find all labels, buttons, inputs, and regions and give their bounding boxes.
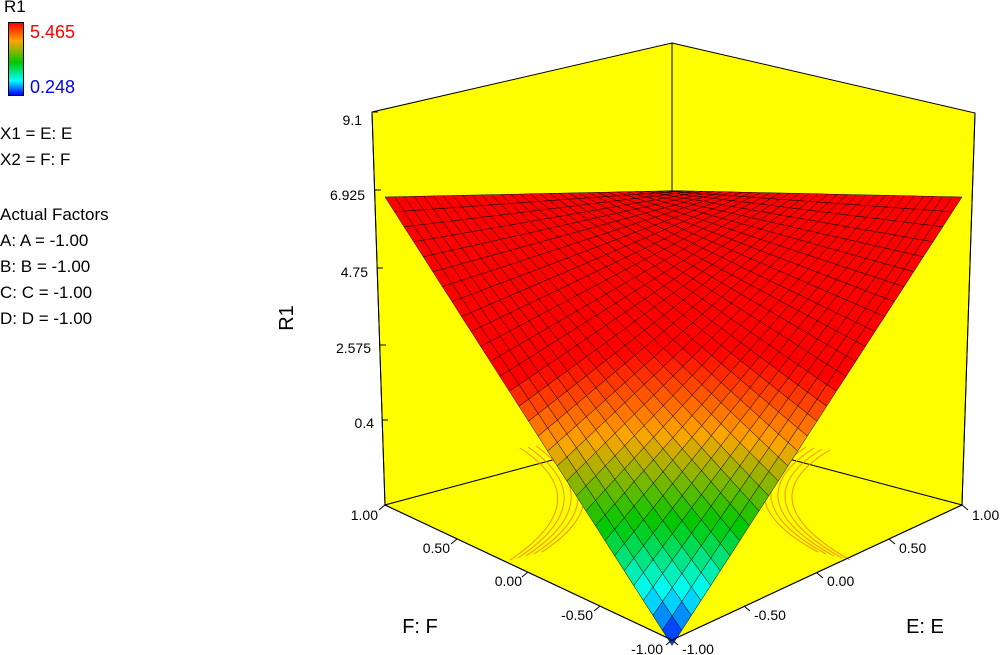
z-axis-ticks (372, 111, 388, 421)
factor-c: C: C = -1.00 (0, 283, 93, 302)
colorbar-min-label: 0.248 (30, 77, 76, 97)
surface-cell (662, 615, 682, 646)
e-tick-label: 0.50 (899, 540, 926, 556)
x1-assignment: X1 = E: E (0, 124, 73, 143)
f-tick-label: -1.00 (631, 641, 663, 655)
f-axis-line (384, 504, 673, 641)
f-tick-label: 0.00 (495, 573, 522, 589)
colorbar-max-label: 5.465 (30, 22, 76, 42)
f-tick-label: 0.50 (423, 540, 450, 556)
f-axis-ticks (378, 504, 673, 646)
e-tick-label: 1.00 (972, 507, 999, 523)
z-axis-label: R1 (276, 305, 298, 331)
z-tick-label: 0.4 (355, 415, 375, 431)
f-tick-label: -0.50 (561, 607, 593, 623)
z-axis-line (371, 111, 386, 506)
e-axis-line (671, 504, 963, 641)
colorbar (8, 22, 24, 96)
x2-assignment: X2 = F: F (0, 150, 71, 169)
factor-b: B: B = -1.00 (0, 257, 91, 276)
response-surface (384, 190, 963, 646)
f-axis-label: F: F (402, 616, 438, 638)
e-axis-label: E: E (906, 616, 944, 638)
e-tick-label: -0.50 (754, 607, 786, 623)
factor-a: A: A = -1.00 (0, 231, 89, 250)
actual-factors-title: Actual Factors (0, 205, 109, 224)
legend-title: R1 (4, 0, 26, 16)
z-tick-label: 2.575 (336, 340, 371, 356)
f-tick-label: 1.00 (351, 507, 378, 523)
z-tick-label: 6.925 (330, 187, 365, 203)
factor-d: D: D = -1.00 (0, 309, 93, 328)
e-tick-label: -1.00 (682, 641, 714, 655)
z-tick-label: 9.1 (343, 112, 363, 128)
e-axis-ticks (671, 504, 969, 646)
right-vertical-edge (961, 112, 976, 506)
e-tick-label: 0.00 (827, 573, 854, 589)
z-tick-label: 4.75 (341, 264, 368, 280)
